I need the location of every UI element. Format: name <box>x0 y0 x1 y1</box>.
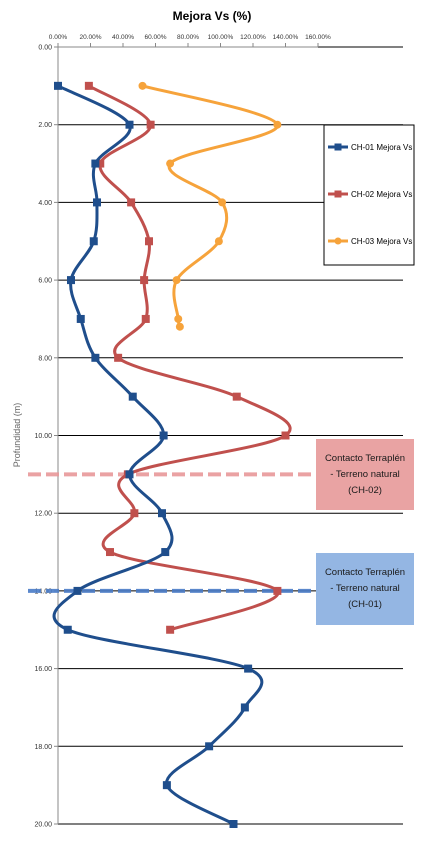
data-point <box>232 392 241 401</box>
data-point <box>273 120 282 129</box>
series-line <box>87 84 292 632</box>
data-point <box>159 431 168 440</box>
x-tick-label: 80.00% <box>177 34 199 41</box>
legend: CH-01 Mejora Vs CH-02 Mejora Vs CH-03 Mejo… <box>323 124 415 266</box>
data-point <box>84 81 93 90</box>
x-tick-label: 100.00% <box>208 34 234 41</box>
x-tick-label: 120.00% <box>240 34 266 41</box>
y-tick-label: 16.00 <box>34 666 52 673</box>
data-point <box>174 314 183 323</box>
annotations: Contacto Terraplén - Terreno natural (CH-0… <box>316 439 414 625</box>
data-point <box>96 159 105 168</box>
legend-entry: CH-03 Mejora Vs <box>328 237 412 246</box>
series-line <box>141 84 279 329</box>
data-point <box>138 81 147 90</box>
annotation-box: Contacto Terraplén - Terreno natural (CH-0… <box>316 439 414 510</box>
legend-marker <box>334 237 342 245</box>
contact-lines <box>28 472 318 593</box>
data-point <box>146 120 155 129</box>
legend-entry: CH-01 Mejora Vs <box>328 143 412 152</box>
series-3 <box>138 81 282 331</box>
data-point <box>63 625 72 634</box>
axes: 0.00 2.00 4.00 6.00 8.00 10.00 12.00 14.00 16.00… <box>34 34 331 829</box>
y-tick-label: 0.00 <box>38 45 52 52</box>
y-axis-title: Profundidad (m) <box>12 403 22 468</box>
data-point <box>127 198 136 207</box>
data-point <box>166 159 175 168</box>
data-point <box>205 742 214 751</box>
y-tick-label: 8.00 <box>38 355 52 362</box>
y-tick-label: 2.00 <box>38 122 52 129</box>
data-point <box>93 198 101 207</box>
x-tick-label: 60.00% <box>144 34 166 41</box>
data-point <box>162 781 171 790</box>
annotation-background <box>316 553 414 625</box>
annotation-text: Contacto Terraplén - Terreno natural (CH-0… <box>325 453 405 496</box>
data-point <box>67 276 75 285</box>
legend-marker <box>334 190 342 198</box>
legend-entry: CH-02 Mejora Vs <box>328 190 412 199</box>
data-point <box>218 198 227 207</box>
series-1 <box>52 81 264 828</box>
data-point <box>140 276 149 285</box>
series-2 <box>84 81 292 634</box>
data-point <box>141 314 150 323</box>
annotation-text: Contacto Terraplén - Terreno natural (CH-0… <box>325 567 405 610</box>
legend-label: CH-03 Mejora Vs <box>351 237 412 246</box>
x-tick-label: 0.00% <box>49 34 68 41</box>
legend-label: CH-01 Mejora Vs <box>351 143 412 152</box>
data-point <box>281 431 290 440</box>
y-tick-label: 12.00 <box>34 511 52 518</box>
data-point <box>106 548 114 557</box>
annotation-background <box>316 439 414 510</box>
data-point <box>54 81 62 90</box>
y-tick-label: 18.00 <box>34 744 52 751</box>
x-tick-label: 20.00% <box>79 34 101 41</box>
data-point <box>89 237 98 246</box>
legend-label: CH-02 Mejora Vs <box>351 190 412 199</box>
data-point <box>130 509 139 518</box>
series <box>52 81 292 828</box>
y-tick-label: 4.00 <box>38 200 52 207</box>
data-point <box>273 586 282 595</box>
chart-title: Mejora Vs (%) <box>173 9 252 23</box>
data-point <box>73 586 82 595</box>
data-point <box>91 353 100 362</box>
data-point <box>172 276 181 285</box>
data-point <box>114 353 123 362</box>
data-point <box>214 237 223 246</box>
series-line <box>52 84 264 826</box>
x-tick-label: 40.00% <box>112 34 134 41</box>
data-point <box>175 322 184 331</box>
data-point <box>166 625 175 634</box>
y-tick-label: 6.00 <box>38 278 52 285</box>
data-point <box>91 159 100 168</box>
y-tick-label: 14.00 <box>34 588 52 595</box>
annotation-box: Contacto Terraplén - Terreno natural (CH-0… <box>316 553 414 625</box>
data-point <box>76 314 85 323</box>
y-tick-label: 10.00 <box>34 433 52 440</box>
data-point <box>158 509 166 518</box>
grid <box>58 46 403 825</box>
data-point <box>125 470 134 479</box>
x-tick-label: 140.00% <box>273 34 299 41</box>
data-point <box>145 237 153 246</box>
x-tick-label: 160.00% <box>305 34 331 41</box>
data-point <box>161 548 170 557</box>
y-tick-label: 20.00 <box>34 822 52 829</box>
data-point <box>125 120 134 129</box>
data-point <box>128 392 137 401</box>
data-point <box>229 820 238 828</box>
data-point <box>240 703 249 712</box>
data-point <box>244 664 253 673</box>
legend-marker <box>334 143 342 151</box>
